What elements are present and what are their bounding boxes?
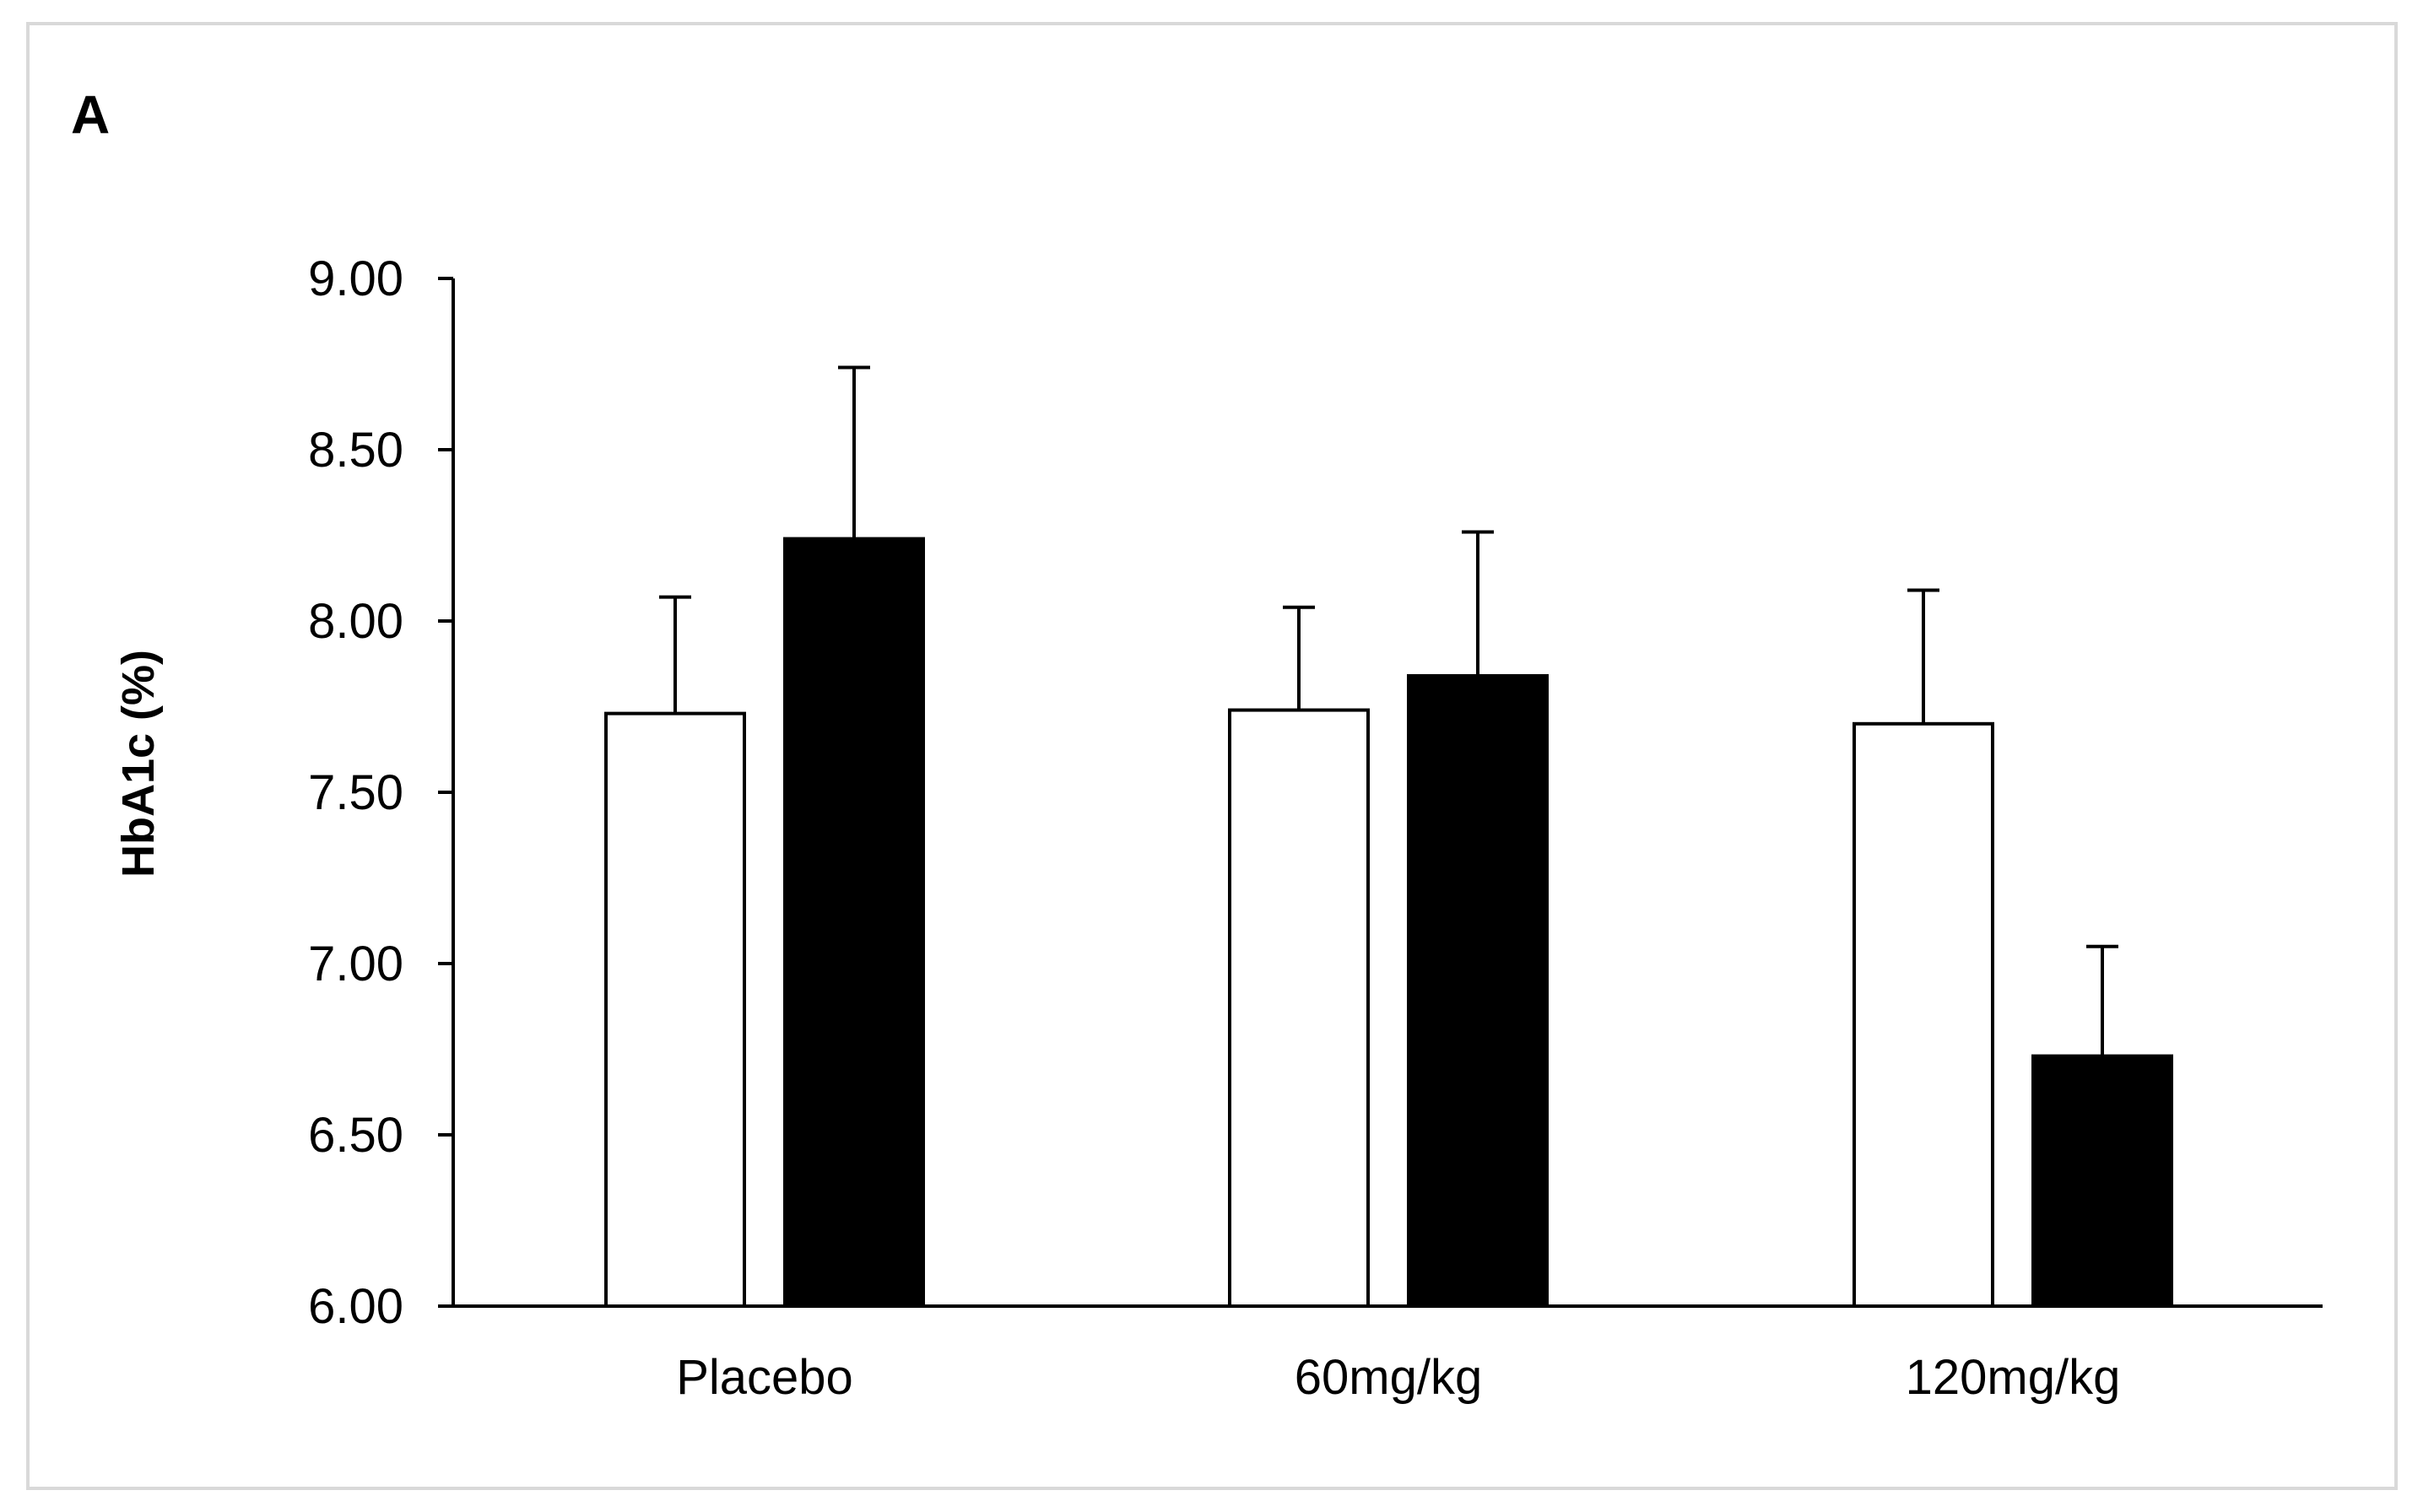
bars-group: [604, 537, 2173, 1308]
bar-series1-60mg-kg: [1228, 708, 1370, 1308]
x-category-label: 60mg/kg: [1295, 1350, 1482, 1405]
error-bar-series1-1: [659, 595, 691, 714]
bar-series2-placebo: [783, 537, 925, 1308]
error-bar-series1-3: [1907, 588, 1939, 724]
x-category-label: Placebo: [676, 1350, 853, 1405]
y-ticks-group: 6.00 6.50 7.00 7.50 8.00 8.50 9.00: [308, 251, 453, 1334]
error-bar-series2-3: [2086, 944, 2118, 1056]
y-tick-label: 6.00: [308, 1279, 403, 1334]
figure-frame: [26, 22, 2398, 1490]
error-bar-series2-2: [1462, 530, 1494, 676]
y-axis-title: HbA1c (%): [113, 650, 164, 878]
x-category-label: 120mg/kg: [1906, 1350, 2121, 1405]
bar-series1-placebo: [604, 711, 746, 1308]
y-tick-label: 7.00: [308, 937, 403, 991]
y-tick-label: 7.50: [308, 765, 403, 820]
y-tick-label: 6.50: [308, 1108, 403, 1163]
y-tick-label: 9.00: [308, 251, 403, 306]
x-labels-group: Placebo 60mg/kg 120mg/kg: [676, 1350, 2120, 1405]
panel-label: A: [71, 84, 110, 145]
y-tick-label: 8.00: [308, 594, 403, 649]
y-tick-label: 8.50: [308, 423, 403, 478]
bar-series2-60mg-kg: [1407, 673, 1549, 1308]
bar-series2-120mg-kg: [2031, 1054, 2173, 1308]
error-bar-series1-2: [1283, 605, 1315, 710]
bar-series1-120mg-kg: [1853, 721, 1994, 1308]
error-bar-series2-1: [838, 365, 870, 539]
error-bars-group: [659, 365, 2118, 1056]
